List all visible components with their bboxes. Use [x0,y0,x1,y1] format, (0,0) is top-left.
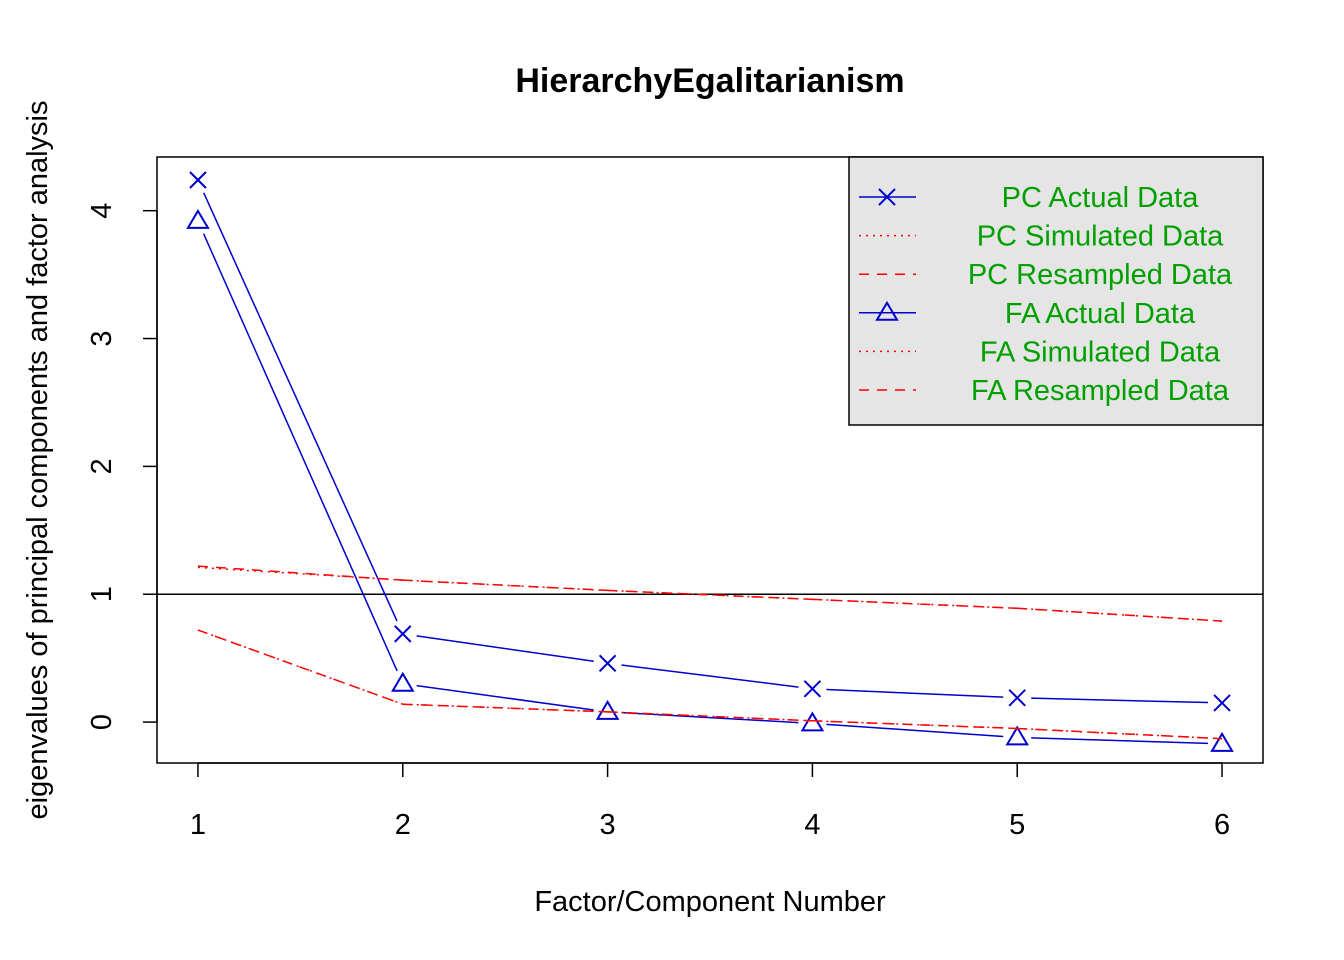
series-5-segment-1 [402,703,608,713]
series-4-segment-3 [812,720,1018,730]
series-3-point-5 [1210,731,1234,752]
series-3-segment-3 [826,723,1004,738]
series-3-point-3 [800,711,825,732]
series-2-segment-0 [197,565,403,581]
legend-label-2: PC Resampled Data [968,259,1233,291]
series-0-point-3 [803,680,822,698]
series-2-segment-4 [1017,607,1223,622]
legend-box [848,156,1264,426]
series-3-segment-1 [416,684,594,711]
y-tick-label-0: 0 [86,714,118,730]
legend-label-3: FA Actual Data [1005,298,1196,330]
series-0-point-0 [189,171,207,189]
y-axis-label: eigenvalues of principal components and … [22,101,54,820]
series-0-point-1 [394,625,412,643]
series-5-segment-3 [812,720,1018,730]
x-tick-label-2: 2 [395,809,411,841]
series-3-point-2 [595,699,620,720]
legend-label-1: PC Simulated Data [977,221,1224,253]
series-layer [157,171,1263,752]
series-1-segment-1 [402,579,608,592]
series-3-point-4 [1005,725,1029,746]
series-0-segment-3 [826,688,1004,698]
legend-label-0: PC Actual Data [1002,182,1200,214]
series-3-segment-4 [1031,737,1209,745]
series-0-segment-1 [416,635,594,663]
series-5-segment-4 [1017,727,1223,740]
series-0-point-5 [1213,694,1231,712]
series-4-segment-4 [1017,727,1223,740]
y-tick-label-1: 1 [86,586,118,602]
x-tick-label-6: 6 [1214,809,1230,841]
legend-marker-0 [878,188,896,206]
series-5 [197,629,1223,740]
series-5-segment-0 [197,629,404,705]
series-1-segment-0 [197,566,403,581]
series-2 [197,565,1223,622]
series-1-segment-3 [812,598,1018,610]
series-5-segment-2 [607,711,813,722]
chart-title: HierarchyEgalitarianism [515,62,904,100]
series-0-point-4 [1008,689,1026,707]
series-3-segment-0 [202,233,398,672]
series-3-point-0 [186,208,210,229]
x-tick-label-5: 5 [1009,809,1025,841]
series-2-segment-2 [607,589,813,601]
legend-label-4: FA Simulated Data [980,336,1221,368]
series-0-point-2 [598,654,617,672]
x-tick-label-3: 3 [600,809,616,841]
legend: PC Actual Data PC Simulated Data PC Resamp… [848,156,1264,426]
series-0 [189,171,1231,712]
y-tick-label-3: 3 [86,330,118,346]
series-3 [186,208,1234,752]
legend-label-5: FA Resampled Data [971,375,1230,407]
series-3-point-1 [391,671,415,692]
series-2-segment-3 [812,598,1018,610]
series-0-segment-0 [203,192,398,622]
x-axis-label: Factor/Component Number [534,886,886,918]
plot-frame [156,156,1264,764]
series-0-segment-4 [1031,697,1209,704]
y-tick-label-2: 2 [86,458,118,474]
legend-marker-3 [875,300,899,321]
y-tick-label-4: 4 [86,203,118,219]
series-4 [197,629,1223,740]
series-0-segment-2 [621,664,799,688]
x-tick-label-4: 4 [804,809,820,841]
series-2-segment-1 [402,579,608,592]
x-tick-label-1: 1 [190,809,206,841]
